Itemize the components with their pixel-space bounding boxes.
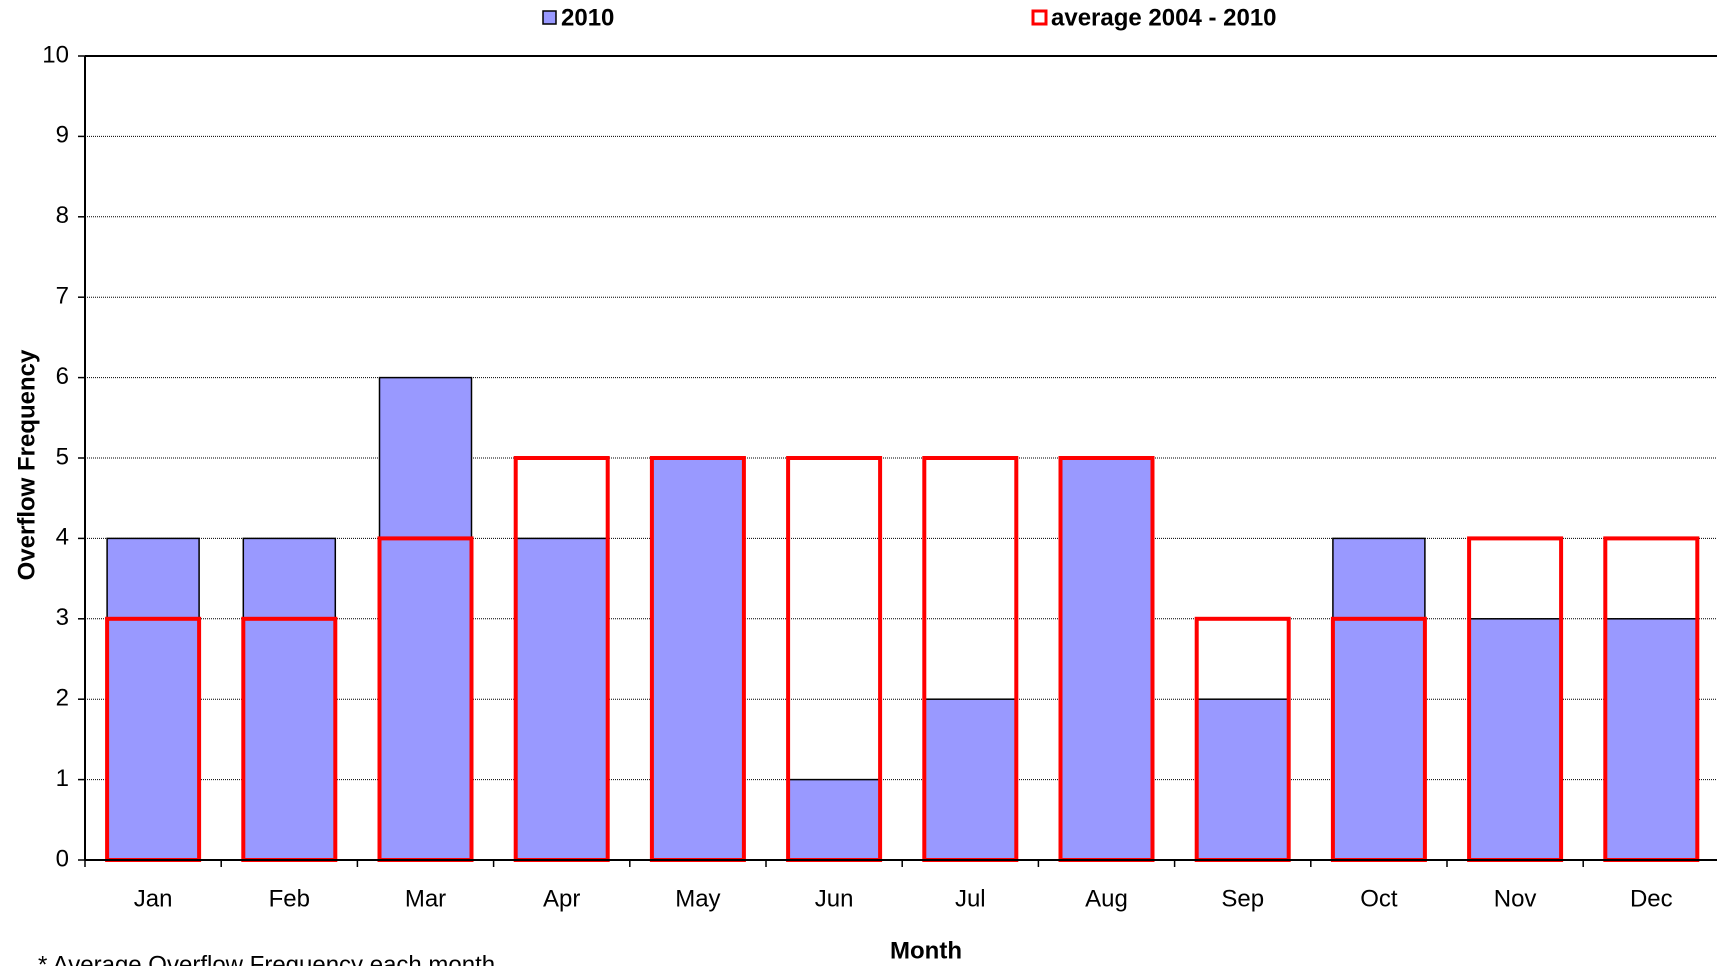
x-tick-label: Mar — [405, 885, 446, 912]
y-tick-label: 3 — [56, 604, 69, 631]
x-tick-label: Apr — [543, 885, 580, 912]
bar — [1195, 698, 1290, 861]
bar — [787, 778, 881, 861]
y-tick-label: 4 — [56, 524, 69, 551]
x-tick-label: Feb — [269, 885, 310, 912]
x-tick-label: Sep — [1221, 885, 1264, 912]
y-tick-label: 0 — [56, 845, 69, 872]
x-tick-label: Aug — [1085, 885, 1128, 912]
legend-swatch — [542, 10, 557, 25]
bar — [242, 537, 337, 861]
y-tick-label: 5 — [56, 443, 69, 470]
y-tick-label: 2 — [56, 685, 69, 712]
legend-label: 2010 — [561, 4, 614, 31]
y-tick-label: 9 — [56, 122, 69, 149]
bar — [106, 537, 200, 861]
y-tick-label: 8 — [56, 202, 69, 229]
bar — [378, 376, 473, 861]
x-tick-label: Oct — [1360, 885, 1398, 912]
x-tick-label: Jun — [815, 885, 854, 912]
y-tick-label: 7 — [56, 283, 69, 310]
x-tick-label: May — [675, 885, 720, 912]
bar — [1059, 457, 1154, 861]
x-tick-label: Nov — [1494, 885, 1537, 912]
x-tick-label: Jul — [955, 885, 986, 912]
bar — [1604, 618, 1699, 861]
bar — [651, 457, 745, 861]
bar — [1468, 618, 1562, 861]
legend-label: average 2004 - 2010 — [1051, 4, 1277, 31]
x-tick-label: Dec — [1630, 885, 1673, 912]
y-tick-label: 10 — [42, 41, 69, 68]
x-axis-label: Month — [890, 937, 962, 964]
y-tick-label: 6 — [56, 363, 69, 390]
y-tick-label: 1 — [56, 765, 69, 792]
y-axis-label: Overflow Frequency — [13, 349, 40, 580]
bar — [514, 537, 609, 861]
x-tick-label: Jan — [134, 885, 173, 912]
legend-swatch — [1031, 9, 1048, 26]
bar — [1332, 537, 1426, 861]
footnote: * Average Overflow Frequency each month — [38, 951, 495, 966]
bar — [923, 698, 1018, 861]
